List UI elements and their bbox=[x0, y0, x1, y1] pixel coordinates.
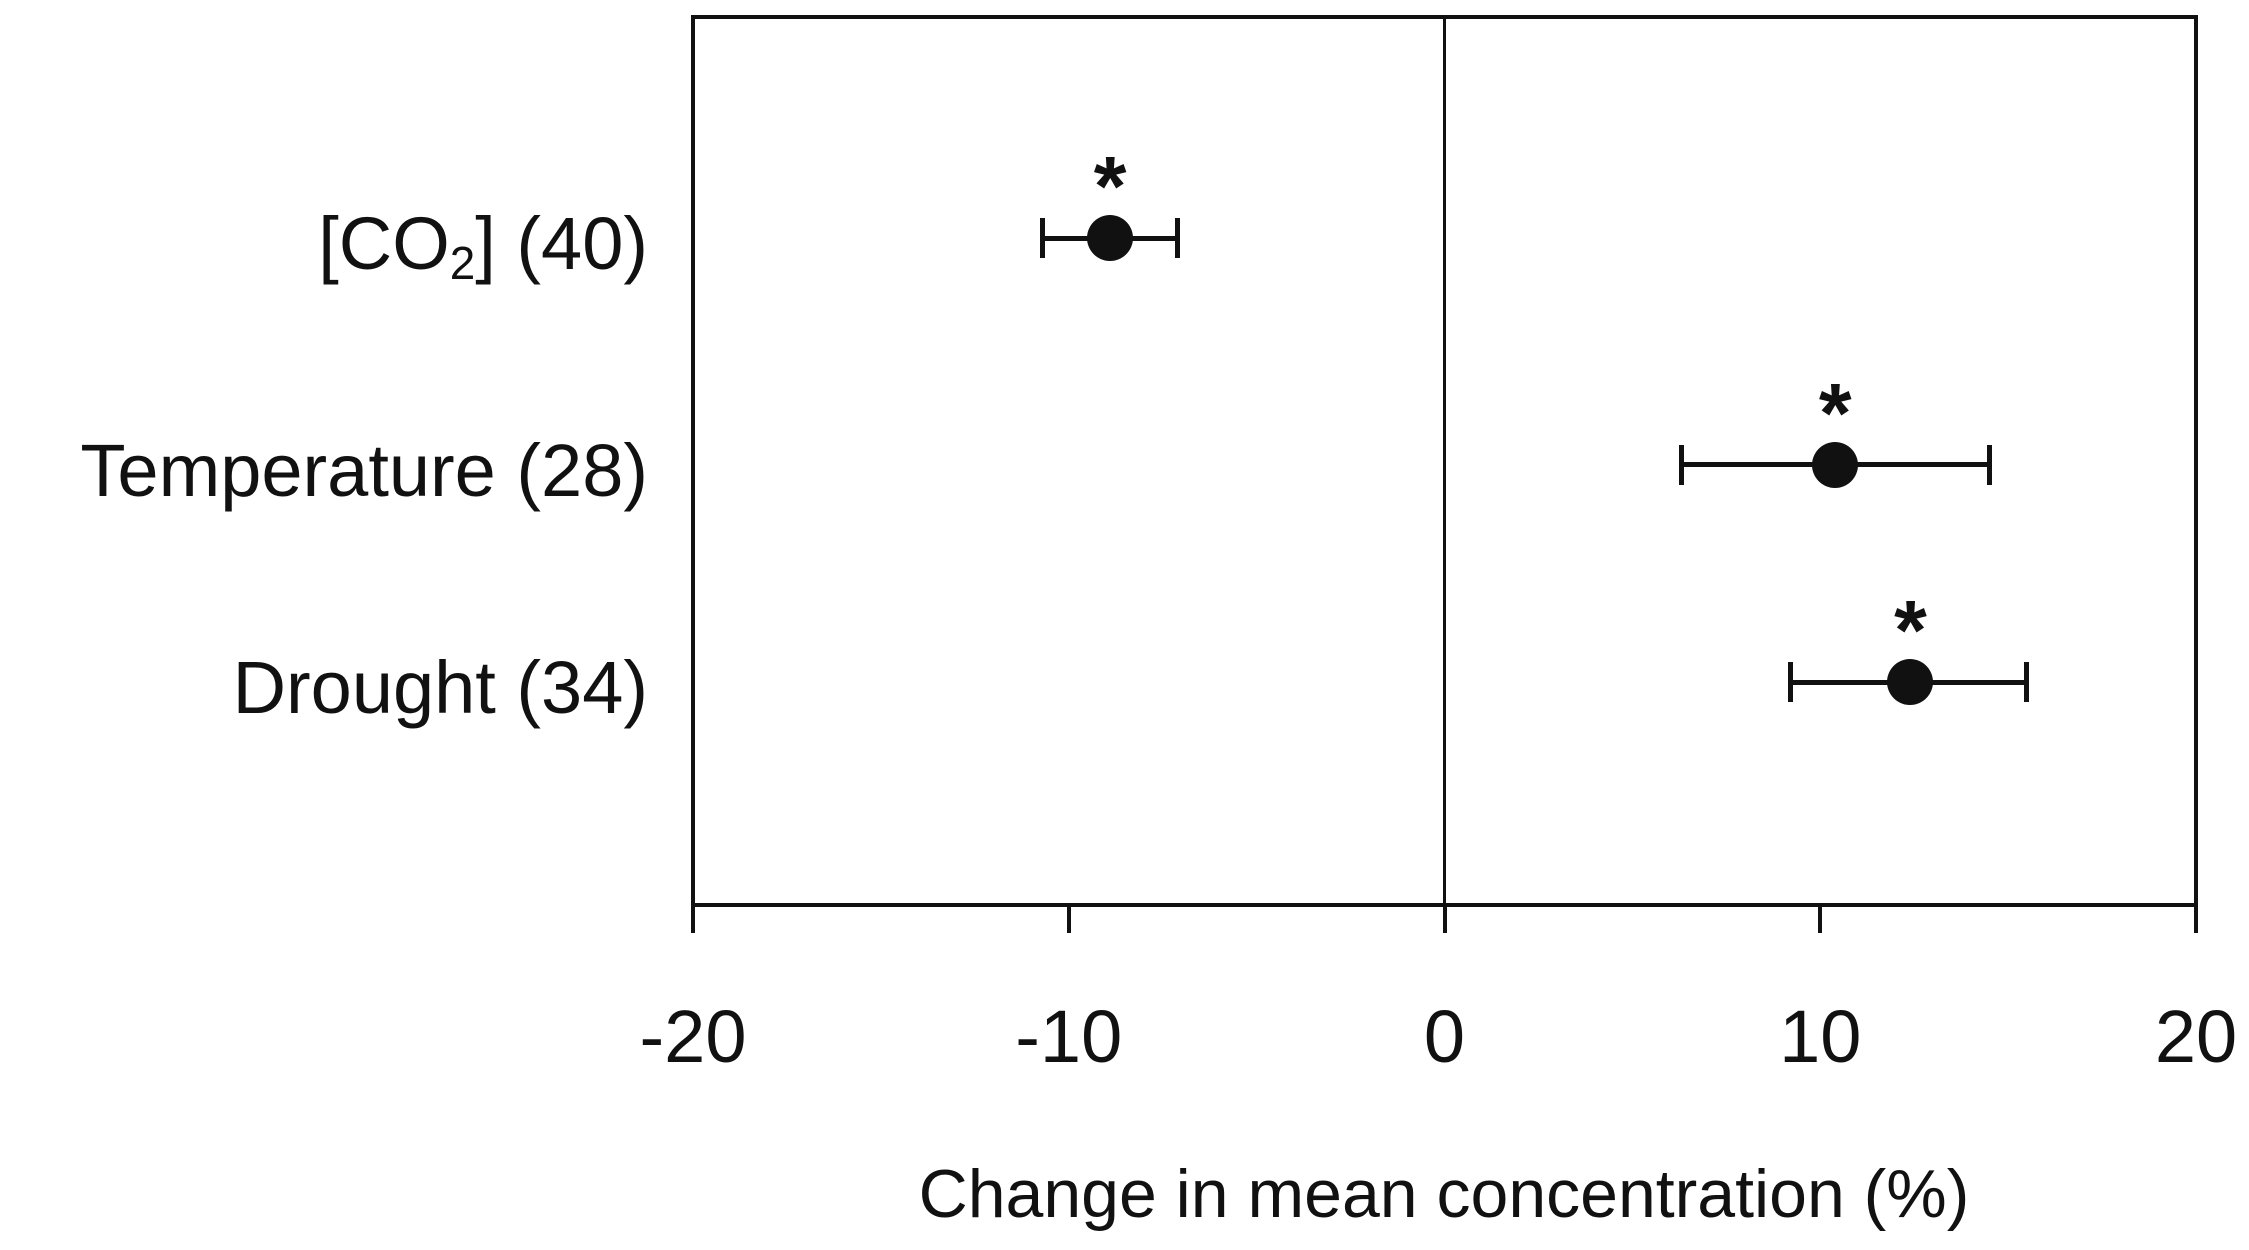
y-axis-label-text: [CO bbox=[318, 202, 450, 286]
x-axis-tick bbox=[1818, 907, 1823, 933]
x-axis-tick-label: -20 bbox=[639, 995, 747, 1078]
x-axis-tick-label: 0 bbox=[1423, 995, 1466, 1078]
x-axis-tick-label: 20 bbox=[2154, 995, 2238, 1078]
significance-asterisk: * bbox=[1093, 139, 1127, 234]
y-axis-label: Drought (34) bbox=[0, 651, 648, 725]
data-point-marker bbox=[1812, 441, 1859, 488]
error-bar-cap-low bbox=[1039, 218, 1045, 259]
y-axis-label-text: Temperature (28) bbox=[80, 428, 648, 512]
x-axis-tick-label: 10 bbox=[1779, 995, 1862, 1078]
x-axis-tick bbox=[1442, 907, 1447, 933]
y-axis-label: Temperature (28) bbox=[0, 433, 648, 508]
x-axis-tick bbox=[691, 907, 695, 933]
y-axis-label-text: Drought (34) bbox=[232, 646, 648, 730]
x-axis-tick bbox=[1066, 907, 1071, 933]
error-bar-cap-high bbox=[2024, 662, 2030, 703]
error-bar-cap-low bbox=[1787, 662, 1793, 703]
significance-asterisk: * bbox=[1894, 583, 1927, 678]
y-axis-label: [CO2] (40) bbox=[0, 207, 648, 287]
data-point-marker bbox=[1887, 659, 1934, 706]
error-bar-cap-high bbox=[1986, 444, 1992, 485]
x-axis-title: Change in mean concentration (%) bbox=[918, 1156, 1970, 1232]
data-point-marker bbox=[1087, 215, 1134, 262]
error-bar-cap-high bbox=[1175, 218, 1181, 259]
y-axis-label-text: ] (40) bbox=[475, 202, 648, 286]
x-axis-tick-label: -10 bbox=[1015, 995, 1123, 1078]
x-axis-tick bbox=[2194, 907, 2198, 933]
error-bar-cap-low bbox=[1678, 444, 1684, 485]
zero-reference-line bbox=[1443, 17, 1446, 905]
y-axis-label-subscript: 2 bbox=[449, 237, 476, 290]
significance-asterisk: * bbox=[1818, 365, 1852, 460]
